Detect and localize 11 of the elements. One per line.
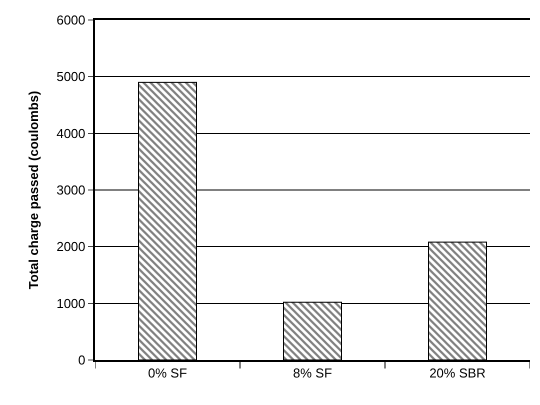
y-tick-label: 2000 (56, 239, 86, 254)
y-tick-label: 3000 (56, 182, 86, 198)
x-tick-label: 20% SBR (429, 366, 486, 381)
y-tick-label: 0 (78, 352, 86, 368)
x-tick-label: 0% SF (148, 366, 188, 381)
y-tick-label: 5000 (56, 69, 86, 84)
y-tick-label: 6000 (56, 12, 86, 28)
y-axis-title: Total charge passed (coulombs) (26, 90, 41, 290)
x-tick-label: 8% SF (292, 366, 332, 381)
y-tick-label: 1000 (56, 296, 86, 311)
y-tick-label: 4000 (56, 126, 86, 141)
